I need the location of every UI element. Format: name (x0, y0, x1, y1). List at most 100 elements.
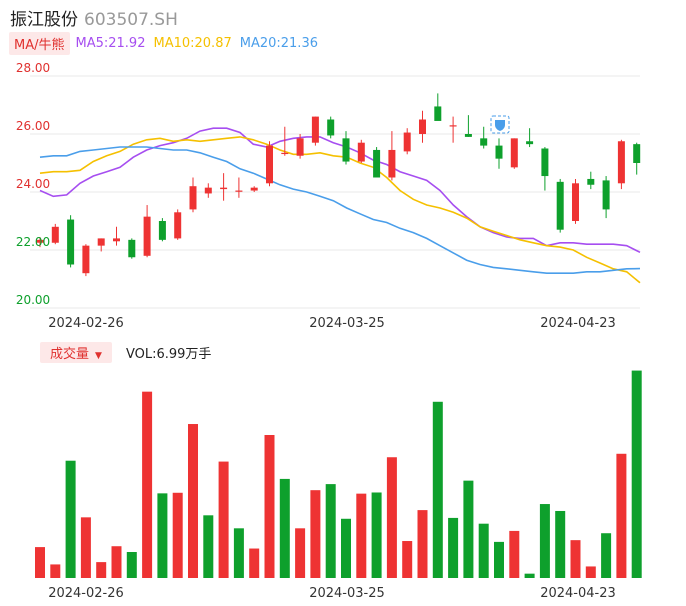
ma10-line (39, 136, 641, 284)
volume-indicator-selector[interactable]: 成交量 ▼ (40, 341, 112, 363)
volume-bar (386, 457, 397, 578)
candle-body (480, 138, 488, 146)
candle-body (572, 183, 579, 221)
ma5-legend: MA5:21.92 (75, 35, 146, 51)
candle-body (67, 219, 75, 265)
candle-body (342, 138, 350, 162)
volume-bar (172, 492, 183, 578)
x-tick-label: 2024-03-25 (309, 586, 385, 601)
candle-body (189, 186, 197, 210)
candle-body (495, 145, 503, 159)
candle-body (403, 132, 411, 152)
volume-bar (448, 517, 459, 578)
volume-bar (463, 480, 474, 578)
volume-bar (325, 484, 336, 578)
volume-bar (539, 504, 550, 578)
candle-body (113, 238, 120, 242)
candle-body (602, 180, 610, 210)
candle-body (311, 116, 319, 143)
ma5-line (39, 127, 641, 254)
volume-bar (371, 492, 382, 578)
volume-bar (585, 566, 596, 578)
y-tick-label: 20.00 (16, 293, 50, 307)
candles (36, 93, 641, 277)
candle-body (266, 145, 273, 184)
volume-bar (570, 540, 581, 578)
volume-bar (341, 518, 351, 578)
candle-body (51, 226, 59, 243)
volume-bar (494, 541, 504, 578)
ma-indicator-selector[interactable]: MA/牛熊 (9, 31, 70, 55)
candle-body (449, 125, 457, 127)
candle-body (617, 141, 625, 184)
candle-body (419, 119, 426, 134)
candle-body (296, 138, 304, 156)
candle-body (633, 144, 641, 163)
volume-bar (249, 548, 260, 578)
ma10-legend: MA10:20.87 (153, 35, 232, 51)
event-marker-icon[interactable] (490, 115, 510, 134)
volume-bar (157, 493, 168, 578)
candle-body (541, 148, 549, 177)
ma20-legend: MA20:21.36 (239, 35, 318, 51)
y-tick-label: 22.00 (16, 235, 50, 249)
price-date-axis: 2024-02-26 2024-03-25 2024-04-23 (48, 316, 616, 331)
candle-body (357, 142, 365, 162)
volume-legend: 成交量 ▼ VOL:6.99万手 (40, 341, 212, 363)
volume-bar (218, 461, 229, 578)
y-tick-label: 26.00 (16, 119, 50, 133)
candle-body (143, 216, 151, 256)
candle-body (250, 187, 258, 191)
candle-body (204, 187, 212, 194)
candle-body (556, 181, 564, 230)
volume-bar (601, 533, 612, 578)
candle-body (36, 239, 44, 243)
volume-bar (631, 370, 642, 578)
volume-bar (233, 528, 244, 578)
candle-body (128, 239, 136, 258)
volume-bar (142, 391, 153, 578)
candle-body (174, 212, 182, 239)
candle-body (235, 190, 243, 192)
candle-body (526, 141, 534, 145)
volume-bar (310, 490, 321, 578)
x-tick-label: 2024-04-23 (540, 586, 616, 601)
y-tick-label: 28.00 (16, 61, 50, 75)
candle-body (97, 238, 105, 246)
volume-bar (555, 510, 566, 578)
candle-body (587, 178, 595, 185)
volume-bars (35, 370, 642, 578)
volume-bar (203, 515, 214, 578)
volume-bar (295, 528, 306, 578)
volume-bar (50, 564, 61, 578)
volume-bar (65, 460, 76, 578)
stock-name: 振江股份 (10, 10, 78, 30)
volume-value: VOL:6.99万手 (125, 346, 212, 362)
volume-bar (96, 562, 107, 578)
volume-tag-label: 成交量 (50, 346, 90, 362)
candle-body (82, 245, 90, 274)
volume-bar (478, 523, 489, 578)
candle-body (464, 134, 472, 137)
stock-title: 振江股份 603507.SH (10, 5, 178, 30)
stock-code: 603507.SH (84, 10, 178, 30)
volume-bar (509, 530, 520, 578)
candle-body (281, 152, 289, 155)
volume-bar (80, 517, 91, 578)
ma-lines (39, 127, 641, 284)
volume-bar (264, 435, 275, 578)
candle-body (388, 149, 396, 178)
volume-bar (188, 424, 198, 578)
volume-bar (111, 546, 122, 578)
x-tick-label: 2024-02-26 (48, 316, 124, 331)
candle-body (158, 221, 166, 240)
x-tick-label: 2024-03-25 (309, 316, 385, 331)
x-tick-label: 2024-02-26 (48, 586, 124, 601)
volume-date-axis: 2024-02-26 2024-03-25 2024-04-23 (48, 586, 616, 601)
triangle-down-icon: ▼ (95, 350, 102, 361)
volume-bar (402, 541, 413, 578)
volume-bar (279, 478, 290, 578)
candle-body (373, 149, 381, 178)
ma-legend: MA/牛熊 MA5:21.92 MA10:20.87 MA20:21.36 (9, 31, 326, 55)
